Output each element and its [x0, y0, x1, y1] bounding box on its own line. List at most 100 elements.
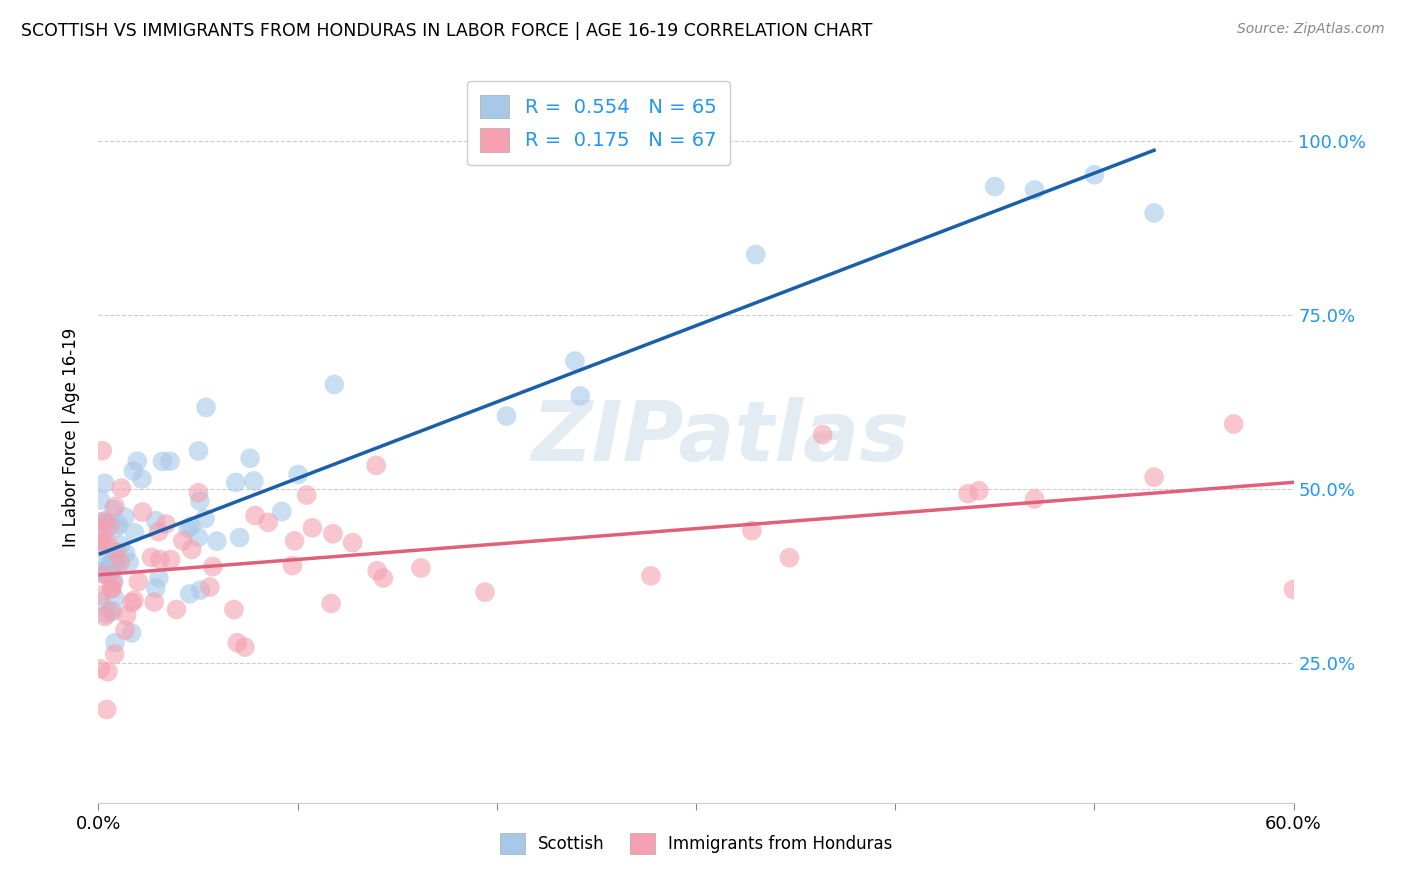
Legend: Scottish, Immigrants from Honduras: Scottish, Immigrants from Honduras	[494, 827, 898, 860]
Point	[243, 508, 266, 523]
Point	[148, 524, 170, 539]
Point	[205, 534, 228, 549]
Point	[1143, 206, 1166, 220]
Point	[127, 574, 149, 589]
Point	[93, 567, 115, 582]
Point	[198, 580, 221, 594]
Text: SCOTTISH VS IMMIGRANTS FROM HONDURAS IN LABOR FORCE | AGE 16-19 CORRELATION CHAR: SCOTTISH VS IMMIGRANTS FROM HONDURAS IN …	[21, 22, 873, 40]
Point	[104, 635, 127, 649]
Point	[373, 571, 395, 585]
Point	[741, 524, 763, 538]
Point	[114, 509, 136, 524]
Point	[104, 647, 127, 661]
Point	[93, 565, 115, 579]
Point	[187, 530, 209, 544]
Point	[105, 520, 128, 534]
Point	[143, 595, 166, 609]
Point	[172, 533, 194, 548]
Point	[1024, 491, 1046, 506]
Point	[131, 505, 153, 519]
Point	[283, 533, 305, 548]
Point	[1024, 183, 1046, 197]
Point	[97, 665, 120, 679]
Point	[89, 588, 111, 602]
Point	[226, 636, 249, 650]
Point	[564, 354, 586, 368]
Point	[115, 608, 138, 623]
Point	[98, 558, 121, 572]
Point	[101, 582, 124, 596]
Point	[1083, 168, 1105, 182]
Point	[225, 475, 247, 490]
Point	[188, 494, 211, 508]
Point	[96, 516, 118, 530]
Point	[105, 555, 128, 569]
Point	[148, 571, 170, 585]
Point	[342, 535, 364, 549]
Point	[228, 531, 250, 545]
Point	[195, 401, 218, 415]
Point	[180, 519, 202, 533]
Point	[107, 555, 129, 569]
Point	[159, 552, 181, 566]
Point	[89, 662, 111, 676]
Point	[222, 602, 245, 616]
Point	[89, 565, 111, 579]
Point	[187, 485, 209, 500]
Point	[118, 555, 141, 569]
Point	[366, 564, 388, 578]
Point	[110, 556, 132, 570]
Point	[409, 561, 432, 575]
Point	[242, 474, 264, 488]
Point	[281, 558, 304, 573]
Point	[745, 247, 768, 261]
Point	[1223, 417, 1246, 431]
Point	[101, 575, 124, 590]
Point	[121, 626, 143, 640]
Point	[166, 602, 188, 616]
Point	[145, 514, 167, 528]
Point	[114, 623, 136, 637]
Point	[811, 427, 834, 442]
Point	[93, 514, 115, 528]
Point	[122, 464, 145, 478]
Point	[101, 604, 124, 618]
Point	[124, 525, 146, 540]
Point	[94, 516, 117, 530]
Point	[98, 518, 121, 533]
Text: Source: ZipAtlas.com: Source: ZipAtlas.com	[1237, 22, 1385, 37]
Point	[967, 483, 990, 498]
Point	[149, 552, 172, 566]
Point	[89, 546, 111, 560]
Point	[1143, 470, 1166, 484]
Point	[957, 486, 980, 500]
Point	[187, 443, 209, 458]
Point	[100, 582, 122, 596]
Point	[122, 593, 145, 607]
Point	[103, 502, 125, 516]
Point	[495, 409, 517, 423]
Point	[366, 458, 388, 473]
Point	[180, 542, 202, 557]
Point	[89, 594, 111, 608]
Point	[93, 476, 115, 491]
Point	[190, 583, 212, 598]
Point	[97, 536, 120, 550]
Point	[105, 545, 128, 559]
Point	[270, 504, 292, 518]
Point	[110, 481, 132, 495]
Point	[101, 553, 124, 567]
Point	[90, 521, 112, 535]
Point	[233, 640, 256, 654]
Point	[152, 454, 174, 468]
Point	[778, 550, 800, 565]
Point	[93, 530, 115, 544]
Text: ZIPatlas: ZIPatlas	[531, 397, 908, 477]
Point	[177, 521, 200, 535]
Point	[287, 467, 309, 482]
Point	[155, 516, 177, 531]
Point	[96, 703, 118, 717]
Point	[89, 493, 111, 508]
Point	[640, 569, 662, 583]
Point	[121, 596, 143, 610]
